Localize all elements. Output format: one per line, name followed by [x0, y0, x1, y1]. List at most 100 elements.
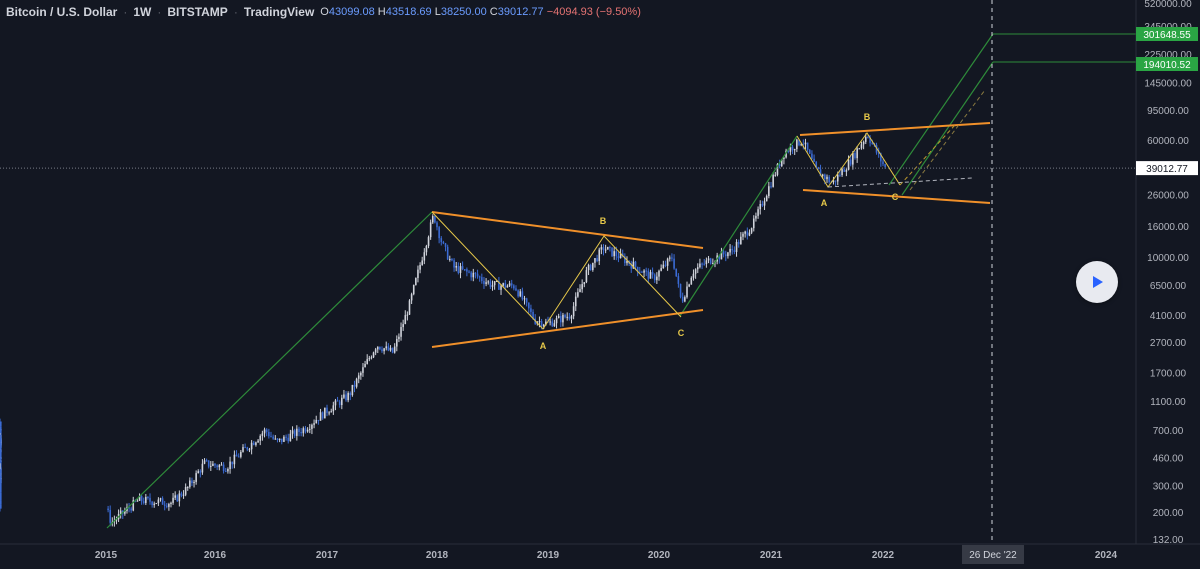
candle-body: [489, 281, 492, 287]
price-tick-label: 10000.00: [1147, 253, 1189, 264]
candle-body: [737, 241, 740, 245]
candle-body: [701, 263, 703, 265]
interval-label[interactable]: 1W: [133, 5, 152, 19]
candle-body: [0, 504, 2, 509]
candle-body: [763, 201, 766, 206]
candle-body: [748, 232, 751, 236]
candle-body: [138, 496, 141, 501]
candle-body: [398, 336, 400, 340]
candle-body: [560, 316, 562, 323]
candle-body: [147, 497, 149, 499]
candle-body: [107, 508, 109, 511]
candle-body: [662, 264, 665, 269]
candle-body: [261, 433, 264, 436]
candle-body: [542, 324, 545, 327]
candle-body: [540, 321, 543, 327]
candle-body: [360, 372, 362, 376]
candle-body: [545, 321, 547, 325]
candle-body: [189, 480, 191, 487]
candle-body: [474, 272, 477, 274]
price-axis: 520000.00345000.00225000.00145000.009500…: [1135, 0, 1200, 546]
candle-body: [451, 258, 453, 261]
candle-body: [755, 215, 757, 219]
candle-body: [666, 258, 669, 266]
price-tick-label: 16000.00: [1147, 222, 1189, 233]
candle-body: [602, 247, 605, 251]
candle-body: [673, 258, 675, 269]
candle-body: [787, 150, 790, 152]
candle-body: [393, 346, 396, 353]
candle-body: [233, 454, 236, 465]
play-button[interactable]: [1076, 261, 1118, 303]
candle-body: [270, 436, 272, 438]
candle-body: [191, 480, 193, 484]
candle-body: [828, 176, 830, 183]
candle-body: [372, 352, 375, 358]
candle-body: [124, 510, 126, 514]
symbol-name[interactable]: Bitcoin / U.S. Dollar: [6, 5, 118, 19]
candle-body: [729, 248, 731, 253]
candle-body: [613, 251, 615, 257]
candle-body: [466, 269, 468, 272]
cursor-date-label: 26 Dec '22: [969, 550, 1017, 561]
candle-body: [319, 412, 322, 421]
candle-body: [553, 323, 556, 327]
candle-body: [170, 502, 172, 505]
wave-label-right-c: C: [892, 192, 899, 202]
candle-body: [852, 153, 854, 165]
candle-body: [252, 442, 255, 445]
candle-body: [675, 268, 678, 277]
candle-body: [606, 246, 609, 250]
candle-body: [694, 269, 697, 274]
candle-body: [577, 292, 579, 297]
close-value: 39012.77: [497, 6, 544, 18]
time-tick-label: 2024: [1095, 550, 1118, 561]
price-tick-label: 300.00: [1153, 481, 1184, 492]
candle-body: [355, 378, 358, 387]
candle-body: [600, 247, 603, 250]
candle-body: [317, 419, 320, 421]
candle-body: [776, 164, 779, 175]
candle-body: [246, 447, 249, 450]
candle-body: [446, 246, 449, 260]
candle-body: [0, 449, 2, 460]
candle-body: [449, 258, 451, 260]
candle-body: [280, 438, 283, 442]
candle-body: [690, 277, 693, 285]
candle-body: [527, 302, 530, 309]
candle-body: [530, 308, 532, 312]
trend-lines: [106, 33, 1136, 529]
candle-body: [847, 159, 850, 170]
candle-body: [182, 494, 185, 496]
candle-body: [218, 465, 221, 468]
candle-body: [336, 400, 339, 402]
candle-body: [289, 433, 292, 442]
price-tick-label: 1100.00: [1150, 397, 1186, 408]
candle-body: [819, 169, 822, 177]
candle-body: [220, 464, 223, 466]
exchange-label: BITSTAMP: [167, 5, 228, 19]
candle-body: [882, 161, 884, 165]
candle-body: [332, 405, 335, 412]
candle-body: [587, 264, 590, 271]
candle-body: [808, 149, 811, 154]
candle-body: [184, 487, 187, 495]
candle-body: [410, 294, 413, 301]
time-tick-label: 2015: [95, 550, 118, 561]
candle-body: [498, 280, 500, 290]
candle-body: [130, 508, 132, 511]
candle-body: [598, 249, 601, 262]
candle-body: [508, 283, 511, 286]
candle-body: [649, 272, 652, 279]
candle-body: [572, 306, 575, 317]
candle-body: [0, 426, 2, 431]
candle-body: [161, 498, 164, 505]
candle-body: [523, 298, 526, 300]
candle-body: [304, 428, 307, 432]
candle-body: [287, 437, 290, 442]
candle-body: [791, 146, 794, 151]
candle-body: [180, 493, 183, 496]
candle-body: [0, 437, 2, 443]
